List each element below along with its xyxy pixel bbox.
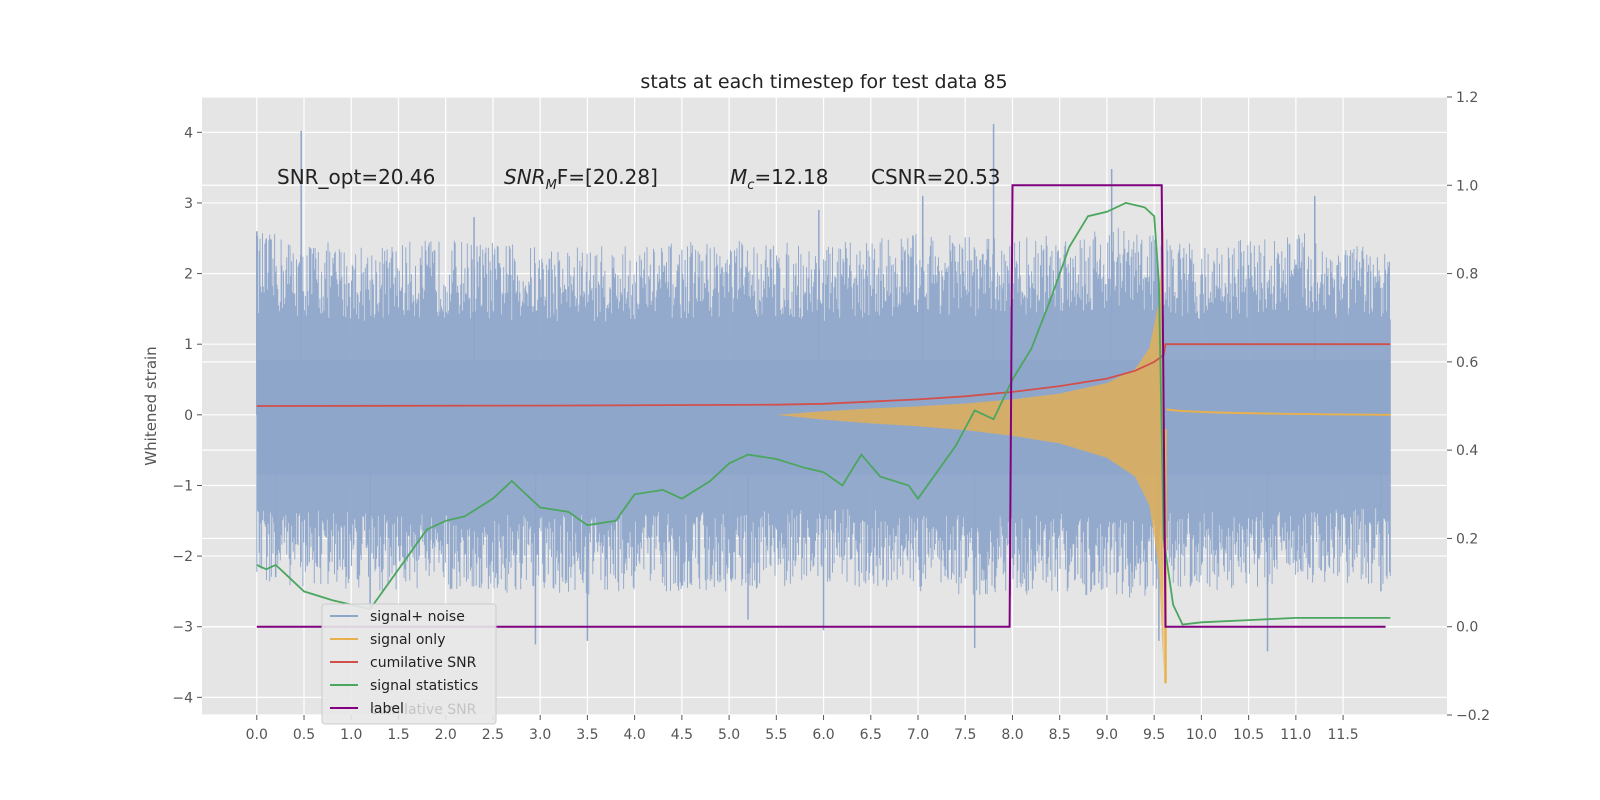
signal-only-envelope bbox=[776, 224, 1164, 673]
x-axis-ticks: 0.0 0.5 1.0 1.5 2.0 2.5 3.0 3.5 4.0 4.5 5.0 5.5 6.0 6… bbox=[246, 715, 1359, 743]
x-tick-label: 3.0 bbox=[529, 727, 551, 743]
x-tick-label: 1.0 bbox=[340, 727, 362, 743]
y-axis-ticks: 4 3 2 1 0 −1 −2 −3 −4 bbox=[172, 125, 202, 706]
legend-signal-only-text: signal only bbox=[370, 632, 445, 648]
annotation-mc-main: M bbox=[730, 165, 747, 189]
right-y-tick-label: 0.8 bbox=[1456, 267, 1478, 283]
y-tick-label: 0 bbox=[184, 408, 193, 424]
legend-cumulative-snr-text: cumilative SNR bbox=[370, 655, 477, 671]
y-tick-label: −1 bbox=[172, 478, 193, 494]
x-tick-label: 0.0 bbox=[246, 727, 268, 743]
x-tick-label: 10.0 bbox=[1186, 727, 1217, 743]
x-tick-label: 8.5 bbox=[1049, 727, 1071, 743]
signal-statistics-line bbox=[256, 201, 1391, 626]
legend-signal-statistics-text: signal statistics bbox=[370, 678, 478, 694]
right-y-tick-label: 0.0 bbox=[1456, 620, 1478, 636]
right-y-tick-label: 1.2 bbox=[1456, 90, 1478, 106]
x-tick-label: 4.0 bbox=[623, 727, 645, 743]
x-tick-label: 9.0 bbox=[1096, 727, 1118, 743]
x-tick-label: 10.5 bbox=[1233, 727, 1264, 743]
x-tick-label: 6.5 bbox=[860, 727, 882, 743]
y-tick-label: 4 bbox=[184, 125, 193, 141]
y-tick-label: −2 bbox=[172, 549, 193, 565]
x-tick-label: 2.0 bbox=[435, 727, 457, 743]
annotation-mc-sub: c bbox=[747, 178, 754, 193]
x-tick-label: 1.5 bbox=[387, 727, 409, 743]
x-tick-label: 11.0 bbox=[1280, 727, 1311, 743]
x-tick-label: 8.0 bbox=[1001, 727, 1023, 743]
x-tick-label: 5.0 bbox=[718, 727, 740, 743]
chart-title: stats at each timestep for test data 85 bbox=[640, 71, 1007, 93]
legend-signal-plus-noise-text: signal+ noise bbox=[370, 609, 465, 625]
annotation-snr-mf-sub: M bbox=[546, 178, 557, 193]
y-tick-label: −3 bbox=[172, 620, 193, 636]
x-tick-label: 0.5 bbox=[293, 727, 315, 743]
annotation-mc-rest: =12.18 bbox=[754, 165, 828, 189]
annotation-snr-opt: SNR_opt=20.46 bbox=[277, 165, 435, 189]
annotations: SNR_opt=20.46 SNRMF=[20.28] Mc=12.18 CSN… bbox=[277, 165, 1001, 193]
x-tick-label: 9.5 bbox=[1143, 727, 1165, 743]
right-y-tick-label: −0.2 bbox=[1456, 708, 1490, 724]
line-series bbox=[256, 184, 1391, 628]
annotation-mc: Mc=12.18 bbox=[730, 165, 828, 193]
x-tick-label: 11.5 bbox=[1328, 727, 1359, 743]
x-tick-label: 2.5 bbox=[482, 727, 504, 743]
right-y-axis-ticks: 1.2 1.0 0.8 0.6 0.4 0.2 0.0 −0.2 bbox=[1447, 90, 1490, 724]
x-tick-label: 5.5 bbox=[765, 727, 787, 743]
legend-box bbox=[321, 603, 497, 725]
cumulative-snr-line bbox=[256, 343, 1391, 407]
annotation-snr-mf: SNRMF=[20.28] bbox=[504, 165, 658, 193]
y-tick-label: 1 bbox=[184, 337, 193, 353]
legend-label-text: label bbox=[370, 701, 404, 717]
right-y-tick-label: 0.6 bbox=[1456, 355, 1478, 371]
legend-ghost-text: cumilative SNR bbox=[370, 702, 477, 718]
legend: cumilative SNR signal+ noise signal only c… bbox=[321, 603, 497, 725]
annotation-snr-mf-main: SNR bbox=[504, 165, 546, 189]
x-tick-label: 6.0 bbox=[812, 727, 834, 743]
right-y-tick-label: 0.4 bbox=[1456, 443, 1478, 459]
x-tick-label: 7.5 bbox=[954, 727, 976, 743]
right-y-tick-label: 0.2 bbox=[1456, 531, 1478, 547]
y-tick-label: 2 bbox=[184, 267, 193, 283]
x-tick-label: 4.5 bbox=[671, 727, 693, 743]
signal-only-ringdown bbox=[1166, 408, 1391, 416]
y-tick-label: 3 bbox=[184, 196, 193, 212]
label-line bbox=[256, 184, 1386, 628]
annotation-csnr: CSNR=20.53 bbox=[871, 165, 1001, 189]
y-axis-label: Whitened strain bbox=[142, 346, 160, 465]
right-y-tick-label: 1.0 bbox=[1456, 178, 1478, 194]
x-tick-label: 7.0 bbox=[907, 727, 929, 743]
y-tick-label: −4 bbox=[172, 690, 193, 706]
x-tick-label: 3.5 bbox=[576, 727, 598, 743]
annotation-snr-mf-rest: F=[20.28] bbox=[557, 165, 658, 189]
